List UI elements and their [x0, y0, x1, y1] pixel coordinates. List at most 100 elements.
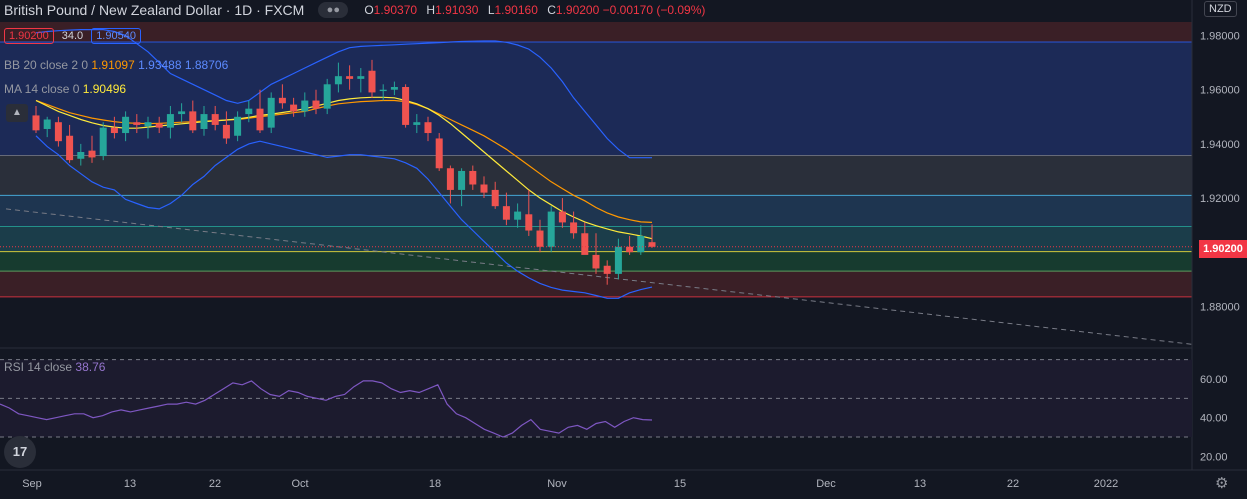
- collapse-legend-chevron-icon[interactable]: ▲: [6, 104, 28, 122]
- tradingview-logo-icon[interactable]: 17: [4, 436, 36, 468]
- candle-body: [424, 122, 432, 134]
- ma-value: 1.90496: [82, 82, 127, 96]
- open-value: 1.90370: [373, 3, 418, 17]
- candle-body: [514, 211, 522, 220]
- candle-body: [323, 84, 331, 109]
- price-tick-label: 1.88000: [1200, 301, 1240, 313]
- sell-price-button[interactable]: 1.90200: [4, 28, 54, 44]
- candle-body: [122, 116, 130, 134]
- candle-body: [547, 211, 555, 247]
- candle-body: [133, 122, 141, 125]
- bb-upper-line: [35, 29, 652, 159]
- candle-body: [32, 115, 40, 131]
- rsi-tick-label: 60.00: [1200, 374, 1228, 386]
- candle-body: [77, 152, 85, 159]
- candle-body: [480, 184, 488, 193]
- time-tick-label: 22: [1007, 478, 1019, 490]
- candle-body: [88, 150, 96, 158]
- time-tick-label: 13: [914, 478, 926, 490]
- candle-body: [402, 87, 410, 125]
- candle-body: [637, 235, 645, 253]
- ma-line: [35, 96, 653, 240]
- candle-body: [256, 108, 264, 131]
- price-tick-label: 1.98000: [1200, 31, 1240, 43]
- rsi-label: RSI 14 close: [4, 360, 73, 374]
- time-tick-label: 13: [124, 478, 136, 490]
- candle-body: [200, 114, 208, 129]
- settings-gear-icon[interactable]: ⚙: [1215, 475, 1229, 492]
- zone-band: [0, 271, 1192, 297]
- rsi-tick-label: 20.00: [1200, 451, 1228, 463]
- candle-body: [346, 76, 354, 79]
- candle-body: [234, 116, 242, 136]
- buy-price-button[interactable]: 1.90540: [91, 28, 141, 44]
- price-tick-label: 1.96000: [1200, 85, 1240, 97]
- candle-body: [211, 114, 219, 125]
- candle-body: [189, 111, 197, 131]
- ma-legend[interactable]: MA 14 close 0 1.90496: [4, 82, 126, 96]
- price-tick-label: 1.92000: [1200, 193, 1240, 205]
- time-tick-label: 2022: [1094, 478, 1118, 490]
- candle-body: [458, 170, 466, 190]
- candle-body: [626, 246, 634, 253]
- candle-body: [502, 206, 510, 220]
- zone-top: [0, 22, 1192, 43]
- candle-body: [413, 122, 421, 125]
- candle-body: [357, 76, 365, 79]
- candle-body: [469, 170, 477, 185]
- candle-body: [267, 97, 275, 128]
- candle-body: [368, 70, 376, 93]
- ohlc-readout: O1.90370 H1.91030 L1.90160 C1.90200 −0.0…: [358, 3, 705, 17]
- candle-body: [446, 168, 454, 190]
- open-key: O: [364, 3, 374, 17]
- time-tick-label: Dec: [816, 478, 836, 490]
- candle-body: [99, 127, 107, 157]
- time-tick-label: 18: [429, 478, 441, 490]
- close-key: C: [547, 3, 556, 17]
- candle-body: [290, 104, 298, 112]
- candle-body: [312, 100, 320, 109]
- ma-label: MA 14 close 0: [4, 82, 80, 96]
- currency-button[interactable]: NZD: [1204, 1, 1237, 17]
- compare-toggle-icon[interactable]: ●●: [318, 2, 349, 18]
- rsi-tick-label: 40.00: [1200, 413, 1228, 425]
- high-value: 1.91030: [435, 3, 479, 17]
- low-value: 1.90160: [494, 3, 538, 17]
- zone-band: [0, 155, 1192, 196]
- time-tick-label: 15: [674, 478, 686, 490]
- symbol-title[interactable]: British Pound / New Zealand Dollar · 1D …: [4, 2, 305, 18]
- candle-body: [379, 89, 387, 92]
- time-tick-label: Oct: [291, 478, 308, 490]
- candle-body: [54, 122, 62, 142]
- rsi-value: 38.76: [75, 360, 106, 374]
- candle-body: [491, 189, 499, 207]
- candle-body: [301, 100, 309, 112]
- candle-body: [558, 211, 566, 223]
- bb-lower-value: 1.88706: [184, 58, 229, 72]
- time-tick-label: Sep: [22, 478, 42, 490]
- zone-band: [0, 195, 1192, 227]
- low-key: L: [487, 3, 495, 17]
- close-value: 1.90200: [555, 3, 600, 17]
- high-key: H: [426, 3, 436, 17]
- candle-body: [435, 138, 443, 169]
- candle-body: [66, 135, 74, 161]
- time-tick-label: 22: [209, 478, 221, 490]
- candle-body: [245, 108, 253, 115]
- candle-body: [43, 119, 51, 129]
- candle-body: [592, 254, 600, 269]
- candle-body: [525, 214, 533, 231]
- candle-body: [166, 114, 174, 128]
- candle-body: [278, 97, 286, 104]
- candle-body: [536, 230, 544, 247]
- candle-body: [390, 87, 398, 90]
- zone-band: [0, 42, 1192, 156]
- last-price-tag: 1.90200: [1199, 240, 1247, 258]
- rsi-legend[interactable]: RSI 14 close 38.76: [4, 360, 105, 374]
- spread-value: 34.0: [61, 30, 84, 42]
- bb-legend[interactable]: BB 20 close 2 0 1.91097 1.93488 1.88706: [4, 58, 228, 72]
- trade-row: 1.90200 34.0 1.90540: [4, 28, 141, 44]
- candle-body: [648, 242, 656, 247]
- chart-header: British Pound / New Zealand Dollar · 1D …: [4, 2, 705, 18]
